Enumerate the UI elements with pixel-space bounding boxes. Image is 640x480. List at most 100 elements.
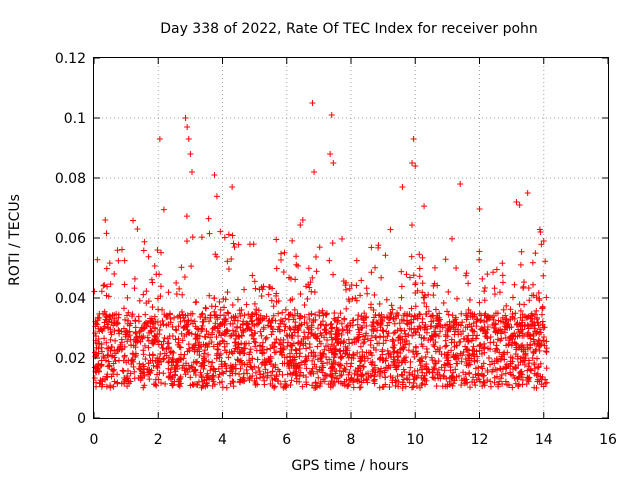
- data-point: [484, 314, 491, 321]
- data-point: [246, 357, 253, 364]
- data-point: [281, 383, 288, 390]
- data-point: [481, 379, 488, 386]
- data-point: [511, 315, 518, 322]
- data-point: [423, 329, 430, 336]
- data-point: [206, 230, 213, 237]
- data-point: [205, 351, 212, 358]
- data-point: [104, 283, 111, 290]
- data-point: [398, 268, 405, 275]
- data-point: [209, 329, 216, 336]
- data-point: [131, 285, 138, 292]
- data-point: [179, 311, 186, 318]
- data-point: [340, 278, 347, 285]
- data-point: [198, 234, 205, 241]
- data-point: [243, 301, 250, 308]
- data-point: [455, 328, 462, 335]
- data-point: [505, 341, 512, 348]
- data-point: [522, 351, 529, 358]
- data-point: [223, 363, 230, 370]
- data-point: [484, 367, 491, 374]
- data-point: [484, 271, 491, 278]
- data-point: [384, 333, 391, 340]
- data-point: [431, 365, 438, 372]
- data-point: [360, 315, 367, 322]
- data-point: [167, 369, 174, 376]
- data-point: [329, 363, 336, 370]
- data-point: [199, 310, 206, 317]
- data-point: [346, 369, 353, 376]
- data-point: [137, 366, 144, 373]
- data-point: [277, 328, 284, 335]
- data-point: [312, 253, 319, 260]
- data-point: [238, 306, 245, 313]
- data-point: [368, 301, 375, 308]
- data-point: [327, 330, 334, 337]
- data-point: [173, 279, 180, 286]
- data-point: [221, 304, 228, 311]
- data-point: [347, 363, 354, 370]
- data-point: [249, 355, 256, 362]
- data-point: [419, 289, 426, 296]
- data-point: [481, 288, 488, 295]
- data-point: [103, 230, 110, 237]
- data-point: [169, 374, 176, 381]
- data-point: [258, 332, 265, 339]
- data-point: [191, 318, 198, 325]
- data-point: [338, 355, 345, 362]
- data-point: [248, 318, 255, 325]
- data-point: [219, 378, 226, 385]
- data-point: [219, 320, 226, 327]
- data-point: [372, 346, 379, 353]
- data-point: [501, 329, 508, 336]
- data-point: [202, 383, 209, 390]
- data-point: [279, 309, 286, 316]
- data-point: [229, 327, 236, 334]
- data-point: [317, 321, 324, 328]
- data-point: [291, 356, 298, 363]
- data-point: [188, 263, 195, 270]
- data-point: [378, 365, 385, 372]
- data-point: [466, 369, 473, 376]
- x-axis-label: GPS time / hours: [291, 458, 408, 474]
- data-point: [462, 324, 469, 331]
- data-point: [481, 344, 488, 351]
- data-point: [160, 370, 167, 377]
- data-point: [356, 329, 363, 336]
- data-point: [150, 381, 157, 388]
- data-point: [432, 332, 439, 339]
- data-point: [175, 323, 182, 330]
- data-point: [251, 363, 258, 370]
- data-point: [392, 377, 399, 384]
- data-point: [255, 364, 262, 371]
- data-point: [297, 291, 304, 298]
- data-point: [378, 313, 385, 320]
- data-point: [254, 356, 261, 363]
- data-point: [422, 381, 429, 388]
- data-point: [507, 306, 514, 313]
- data-point: [149, 337, 156, 344]
- data-point: [278, 256, 285, 263]
- data-point: [493, 345, 500, 352]
- data-point: [303, 320, 310, 327]
- data-point: [120, 368, 127, 375]
- data-point: [381, 367, 388, 374]
- data-point: [263, 334, 270, 341]
- data-point: [195, 326, 202, 333]
- data-point: [400, 376, 407, 383]
- data-point: [390, 338, 397, 345]
- data-point: [521, 313, 528, 320]
- data-point: [416, 273, 423, 280]
- data-point: [136, 297, 143, 304]
- data-point: [268, 331, 275, 338]
- data-point: [211, 172, 218, 178]
- data-point: [347, 322, 354, 329]
- data-point: [282, 315, 289, 322]
- data-point: [512, 340, 519, 347]
- data-point: [502, 378, 509, 385]
- data-point: [149, 304, 156, 311]
- data-point: [421, 324, 428, 331]
- data-points: [91, 100, 550, 391]
- data-point: [513, 365, 520, 372]
- data-point: [272, 361, 279, 368]
- data-point: [287, 381, 294, 388]
